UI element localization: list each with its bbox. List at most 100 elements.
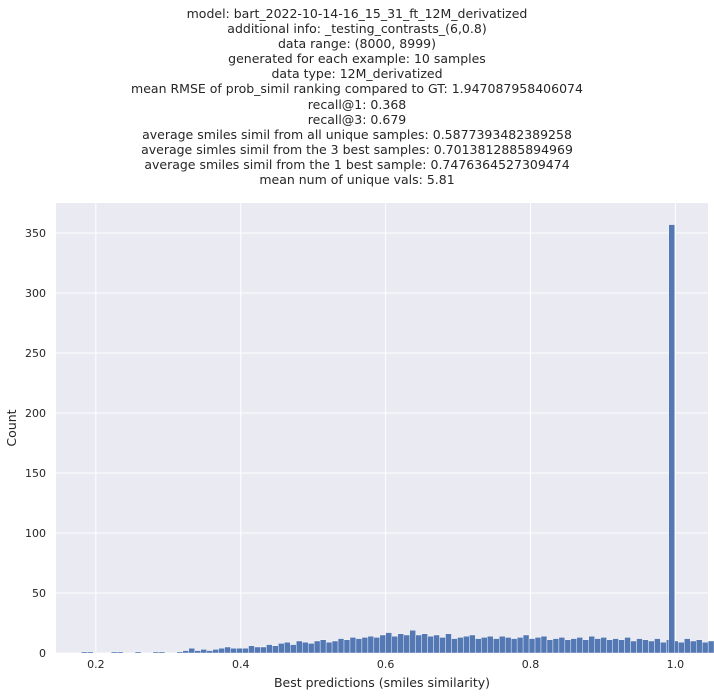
- histogram-bar: [313, 640, 321, 654]
- histogram-bar: [457, 637, 464, 654]
- histogram-bar: [343, 639, 351, 654]
- histogram-bar: [349, 637, 357, 654]
- histogram-bar: [111, 651, 118, 654]
- histogram-bar: [403, 634, 410, 654]
- histogram-bars: [81, 224, 714, 654]
- histogram-bar: [248, 645, 255, 654]
- histogram-bar: [415, 634, 422, 654]
- histogram-bar: [421, 633, 428, 654]
- histogram-bar: [701, 642, 709, 654]
- histogram-bar: [707, 640, 714, 654]
- title-line: model: bart_2022-10-14-16_15_31_ft_12M_d…: [186, 6, 528, 21]
- grid-lines: [56, 203, 708, 654]
- histogram-bar: [194, 650, 201, 654]
- histogram-bar: [564, 639, 572, 654]
- x-tick-label: 0.8: [522, 658, 540, 671]
- histogram-bar: [618, 639, 625, 654]
- histogram-bar: [272, 645, 279, 654]
- histogram-bar: [546, 639, 554, 654]
- title-line: additional info: _testing_contrasts_(6,0…: [227, 21, 487, 37]
- y-tick-label: 50: [32, 587, 46, 600]
- y-tick-label: 200: [25, 407, 46, 420]
- title-line: generated for each example: 10 samples: [228, 51, 486, 67]
- y-tick-label: 250: [25, 347, 46, 360]
- title-line: recall@3: 0.679: [307, 111, 407, 127]
- histogram-bar: [87, 651, 94, 654]
- histogram-bar: [534, 637, 542, 654]
- histogram-bar: [188, 648, 195, 654]
- histogram-bar: [218, 648, 225, 654]
- histogram-bar: [367, 636, 375, 654]
- x-axis-ticks: 0.2 0.4 0.6 0.8 1.0: [87, 658, 684, 671]
- histogram-bar: [260, 646, 267, 654]
- x-tick-label: 0.4: [232, 658, 250, 671]
- histogram-bar: [302, 642, 309, 654]
- histogram-bar: [337, 638, 345, 654]
- histogram-bar: [391, 636, 398, 654]
- histogram-bar: [361, 637, 369, 654]
- histogram-bar: [409, 630, 416, 654]
- histogram-bar: [463, 636, 470, 654]
- histogram-bar: [630, 640, 637, 654]
- histogram-bar: [636, 638, 643, 654]
- histogram-bar: [212, 649, 219, 654]
- y-axis-ticks: 0 50 100 150 200 250 300 350: [25, 227, 46, 660]
- histogram-bar: [624, 637, 631, 654]
- histogram-bar: [552, 638, 560, 654]
- histogram-bar: [475, 638, 482, 654]
- histogram-bar: [379, 634, 386, 654]
- histogram-bar: [487, 636, 494, 654]
- histogram-bar: [445, 633, 452, 654]
- histogram-bar: [654, 638, 661, 654]
- histogram-bar: [296, 640, 303, 654]
- x-tick-label: 1.0: [667, 658, 685, 671]
- histogram-bar: [284, 642, 291, 654]
- histogram-bar: [642, 639, 649, 654]
- histogram-bar: [606, 639, 613, 654]
- histogram-bar: [528, 638, 536, 654]
- histogram-bar: [558, 637, 566, 654]
- title-line: average smiles simil from the 1 best sam…: [144, 156, 570, 172]
- histogram-bar: [116, 651, 124, 654]
- histogram-bar: [355, 638, 363, 654]
- histogram-bar: [493, 638, 500, 654]
- histogram-bar: [576, 637, 583, 654]
- y-tick-label: 0: [39, 647, 46, 660]
- histogram-bar: [612, 638, 619, 654]
- histogram-bar: [600, 637, 607, 654]
- x-tick-label: 0.6: [377, 658, 395, 671]
- histogram-bar: [588, 636, 595, 654]
- histogram-bar: [696, 639, 703, 654]
- histogram-bar: [319, 639, 327, 654]
- histogram-bar: [385, 632, 392, 654]
- histogram-bar: [582, 639, 589, 654]
- histogram-bar: [668, 224, 675, 654]
- histogram-bar: [206, 650, 213, 654]
- y-tick-label: 100: [25, 527, 46, 540]
- histogram-bar: [307, 643, 315, 654]
- title-line: recall@1: 0.368: [307, 96, 407, 112]
- title-line: mean num of unique vals: 5.81: [259, 172, 455, 188]
- histogram-bar: [522, 634, 530, 654]
- plot-background: [56, 203, 708, 653]
- histogram-bar: [158, 651, 166, 654]
- x-axis-label: Best predictions (smiles similarity): [274, 675, 490, 690]
- histogram-bar: [510, 638, 518, 654]
- histogram-bar: [504, 637, 512, 654]
- histogram-bar: [469, 634, 476, 654]
- histogram-bar: [266, 644, 273, 654]
- histogram-bar: [690, 640, 697, 654]
- histogram-bar: [684, 638, 691, 654]
- histogram-bar: [152, 651, 160, 654]
- histogram-bar: [230, 648, 237, 654]
- histogram-bar: [134, 651, 142, 654]
- histogram-bar: [678, 642, 685, 654]
- y-tick-label: 300: [25, 287, 46, 300]
- histogram-bar: [570, 638, 578, 654]
- histogram-bar: [648, 640, 655, 654]
- histogram-bar: [439, 637, 446, 654]
- histogram-bar: [290, 644, 297, 654]
- x-tick-label: 0.2: [87, 658, 105, 671]
- histogram-bar: [200, 649, 207, 654]
